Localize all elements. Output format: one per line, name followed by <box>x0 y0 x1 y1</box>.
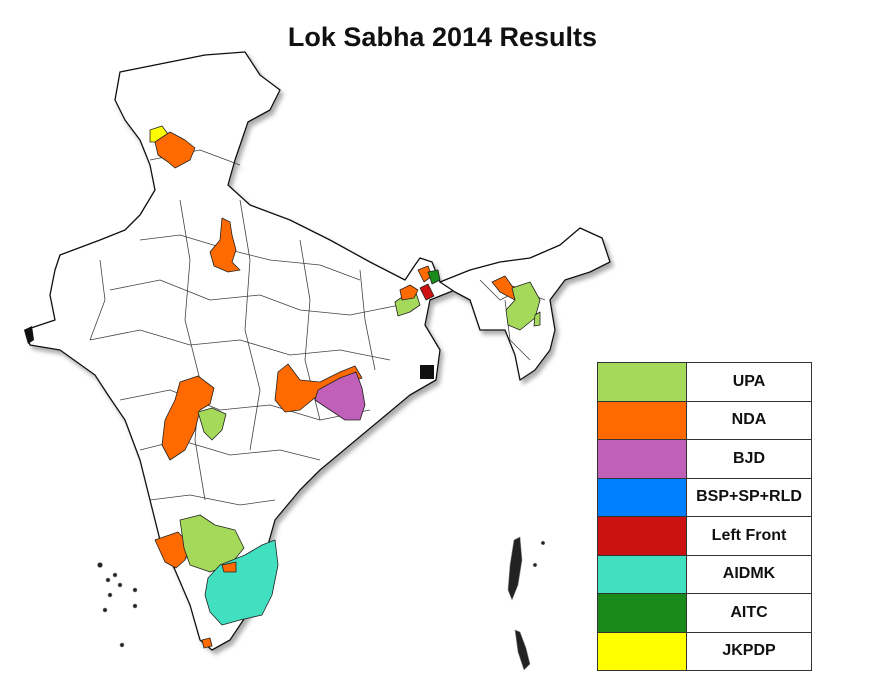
legend-swatch-jkpdp <box>597 631 687 671</box>
region-nda-maharashtra <box>161 375 215 461</box>
nicobar-islands <box>514 629 531 671</box>
legend-label-aitc: AITC <box>686 593 812 633</box>
region-bjd <box>314 371 366 421</box>
region-upa-karnataka <box>179 514 245 573</box>
legend-item-bjd: BJD <box>597 439 812 479</box>
legend-item-aitc: AITC <box>597 593 812 633</box>
legend-label-bsp-sp-rld: BSP+SP+RLD <box>686 477 812 517</box>
region-nda-chhattisgarh <box>274 363 363 413</box>
region-aitc <box>427 269 441 285</box>
legend-item-bsp-sp-rld: BSP+SP+RLD <box>597 477 812 517</box>
region-upa-assam <box>505 281 541 331</box>
legend-label-bjd: BJD <box>686 439 812 479</box>
region-upa-meghalaya <box>533 311 541 327</box>
legend-label-jkpdp: JKPDP <box>686 631 812 671</box>
kutch-coast <box>24 326 34 344</box>
legend-label-upa: UPA <box>686 362 812 402</box>
region-upa-maharashtra <box>197 407 227 441</box>
andaman-islands <box>507 536 523 601</box>
kolkata-dense-area <box>420 365 434 379</box>
legend: UPA NDA BJD BSP+SP+RLD Left Front AIDMK … <box>597 362 812 671</box>
legend-label-left-front: Left Front <box>686 516 812 556</box>
legend-swatch-nda <box>597 400 687 440</box>
legend-label-nda: NDA <box>686 400 812 440</box>
region-nda-tn <box>221 561 237 573</box>
region-nda-kanyakumari <box>201 637 213 649</box>
legend-swatch-bjd <box>597 439 687 479</box>
legend-swatch-aitc <box>597 593 687 633</box>
legend-swatch-left-front <box>597 516 687 556</box>
legend-item-aidmk: AIDMK <box>597 554 812 594</box>
region-nda-haryana <box>209 217 241 273</box>
legend-swatch-upa <box>597 362 687 402</box>
legend-label-aidmk: AIDMK <box>686 554 812 594</box>
legend-swatch-bsp-sp-rld <box>597 477 687 517</box>
legend-item-jkpdp: JKPDP <box>597 631 812 671</box>
map-title: Lok Sabha 2014 Results <box>287 22 598 52</box>
legend-swatch-aidmk <box>597 554 687 594</box>
legend-item-left-front: Left Front <box>597 516 812 556</box>
legend-item-nda: NDA <box>597 400 812 440</box>
legend-item-upa: UPA <box>597 362 812 402</box>
region-aidmk <box>204 539 279 626</box>
region-nda-jk <box>154 131 196 169</box>
region-left <box>419 283 435 301</box>
region-nda-karnataka <box>154 531 191 569</box>
india-mainland <box>24 51 461 651</box>
region-nda-bengal <box>399 284 419 301</box>
